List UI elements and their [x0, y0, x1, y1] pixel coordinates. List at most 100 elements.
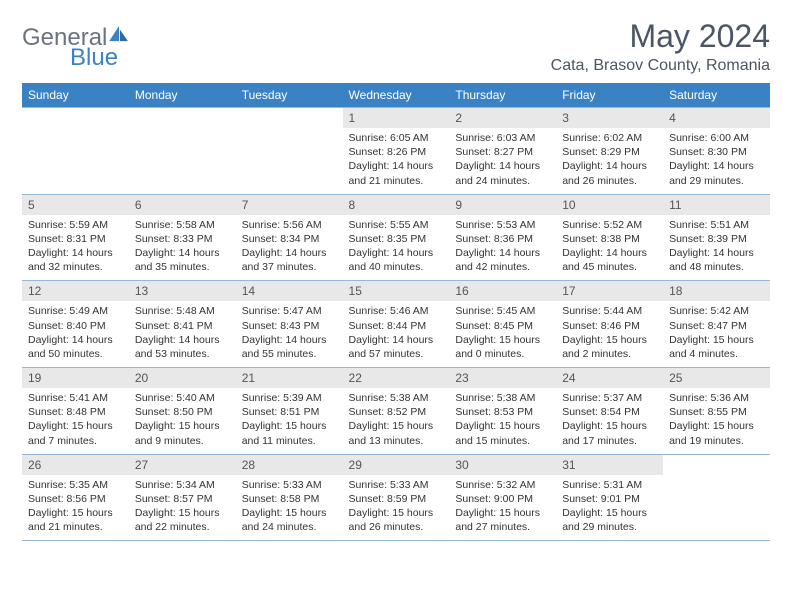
- calendar-cell: 11Sunrise: 5:51 AMSunset: 8:39 PMDayligh…: [663, 194, 770, 281]
- day-number: 30: [449, 455, 556, 475]
- day-info: Sunrise: 5:38 AMSunset: 8:53 PMDaylight:…: [449, 388, 556, 454]
- day-info: Sunrise: 5:41 AMSunset: 8:48 PMDaylight:…: [22, 388, 129, 454]
- calendar-cell: 6Sunrise: 5:58 AMSunset: 8:33 PMDaylight…: [129, 194, 236, 281]
- calendar-cell: 17Sunrise: 5:44 AMSunset: 8:46 PMDayligh…: [556, 281, 663, 368]
- calendar-cell: 19Sunrise: 5:41 AMSunset: 8:48 PMDayligh…: [22, 368, 129, 455]
- day-number: 13: [129, 281, 236, 301]
- calendar-row: 19Sunrise: 5:41 AMSunset: 8:48 PMDayligh…: [22, 368, 770, 455]
- calendar-table: SundayMondayTuesdayWednesdayThursdayFrid…: [22, 83, 770, 541]
- empty-cell: [236, 108, 343, 180]
- day-info: Sunrise: 5:46 AMSunset: 8:44 PMDaylight:…: [343, 301, 450, 367]
- month-title: May 2024: [551, 18, 770, 55]
- day-number: 28: [236, 455, 343, 475]
- calendar-cell: 14Sunrise: 5:47 AMSunset: 8:43 PMDayligh…: [236, 281, 343, 368]
- day-number: 22: [343, 368, 450, 388]
- day-info: Sunrise: 5:42 AMSunset: 8:47 PMDaylight:…: [663, 301, 770, 367]
- calendar-row: 12Sunrise: 5:49 AMSunset: 8:40 PMDayligh…: [22, 281, 770, 368]
- calendar-cell: 31Sunrise: 5:31 AMSunset: 9:01 PMDayligh…: [556, 454, 663, 541]
- day-number: 29: [343, 455, 450, 475]
- calendar-cell: 8Sunrise: 5:55 AMSunset: 8:35 PMDaylight…: [343, 194, 450, 281]
- day-number: 16: [449, 281, 556, 301]
- weekday-header-row: SundayMondayTuesdayWednesdayThursdayFrid…: [22, 83, 770, 108]
- day-number: 23: [449, 368, 556, 388]
- title-block: May 2024 Cata, Brasov County, Romania: [551, 18, 770, 75]
- calendar-cell: 7Sunrise: 5:56 AMSunset: 8:34 PMDaylight…: [236, 194, 343, 281]
- calendar-cell: 23Sunrise: 5:38 AMSunset: 8:53 PMDayligh…: [449, 368, 556, 455]
- logo: GeneralBlue: [22, 24, 129, 72]
- day-number: 8: [343, 195, 450, 215]
- day-info: Sunrise: 5:33 AMSunset: 8:59 PMDaylight:…: [343, 475, 450, 541]
- calendar-cell: 16Sunrise: 5:45 AMSunset: 8:45 PMDayligh…: [449, 281, 556, 368]
- empty-cell: [663, 455, 770, 527]
- calendar-cell: 12Sunrise: 5:49 AMSunset: 8:40 PMDayligh…: [22, 281, 129, 368]
- calendar-cell: 29Sunrise: 5:33 AMSunset: 8:59 PMDayligh…: [343, 454, 450, 541]
- day-number: 18: [663, 281, 770, 301]
- calendar-cell: 24Sunrise: 5:37 AMSunset: 8:54 PMDayligh…: [556, 368, 663, 455]
- day-number: 17: [556, 281, 663, 301]
- day-number: 15: [343, 281, 450, 301]
- day-info: Sunrise: 5:35 AMSunset: 8:56 PMDaylight:…: [22, 475, 129, 541]
- day-number: 1: [343, 108, 450, 128]
- calendar-cell: [236, 108, 343, 195]
- day-number: 11: [663, 195, 770, 215]
- day-info: Sunrise: 5:47 AMSunset: 8:43 PMDaylight:…: [236, 301, 343, 367]
- day-info: Sunrise: 5:58 AMSunset: 8:33 PMDaylight:…: [129, 215, 236, 281]
- day-info: Sunrise: 5:36 AMSunset: 8:55 PMDaylight:…: [663, 388, 770, 454]
- day-info: Sunrise: 5:49 AMSunset: 8:40 PMDaylight:…: [22, 301, 129, 367]
- day-number: 24: [556, 368, 663, 388]
- logo-text-2: Blue: [70, 44, 129, 72]
- day-number: 27: [129, 455, 236, 475]
- weekday-header: Monday: [129, 83, 236, 108]
- day-info: Sunrise: 5:37 AMSunset: 8:54 PMDaylight:…: [556, 388, 663, 454]
- empty-cell: [22, 108, 129, 180]
- calendar-cell: [129, 108, 236, 195]
- day-number: 2: [449, 108, 556, 128]
- calendar-row: 5Sunrise: 5:59 AMSunset: 8:31 PMDaylight…: [22, 194, 770, 281]
- day-number: 14: [236, 281, 343, 301]
- calendar-cell: 28Sunrise: 5:33 AMSunset: 8:58 PMDayligh…: [236, 454, 343, 541]
- weekday-header: Thursday: [449, 83, 556, 108]
- day-number: 12: [22, 281, 129, 301]
- calendar-cell: 5Sunrise: 5:59 AMSunset: 8:31 PMDaylight…: [22, 194, 129, 281]
- weekday-header: Tuesday: [236, 83, 343, 108]
- day-info: Sunrise: 5:32 AMSunset: 9:00 PMDaylight:…: [449, 475, 556, 541]
- weekday-header: Wednesday: [343, 83, 450, 108]
- day-info: Sunrise: 6:00 AMSunset: 8:30 PMDaylight:…: [663, 128, 770, 194]
- calendar-cell: 1Sunrise: 6:05 AMSunset: 8:26 PMDaylight…: [343, 108, 450, 195]
- day-info: Sunrise: 5:45 AMSunset: 8:45 PMDaylight:…: [449, 301, 556, 367]
- day-info: Sunrise: 5:44 AMSunset: 8:46 PMDaylight:…: [556, 301, 663, 367]
- calendar-cell: 10Sunrise: 5:52 AMSunset: 8:38 PMDayligh…: [556, 194, 663, 281]
- day-number: 20: [129, 368, 236, 388]
- day-info: Sunrise: 5:51 AMSunset: 8:39 PMDaylight:…: [663, 215, 770, 281]
- day-info: Sunrise: 5:55 AMSunset: 8:35 PMDaylight:…: [343, 215, 450, 281]
- calendar-cell: 18Sunrise: 5:42 AMSunset: 8:47 PMDayligh…: [663, 281, 770, 368]
- day-info: Sunrise: 5:52 AMSunset: 8:38 PMDaylight:…: [556, 215, 663, 281]
- calendar-row: 26Sunrise: 5:35 AMSunset: 8:56 PMDayligh…: [22, 454, 770, 541]
- day-info: Sunrise: 6:02 AMSunset: 8:29 PMDaylight:…: [556, 128, 663, 194]
- calendar-cell: 20Sunrise: 5:40 AMSunset: 8:50 PMDayligh…: [129, 368, 236, 455]
- calendar-cell: 13Sunrise: 5:48 AMSunset: 8:41 PMDayligh…: [129, 281, 236, 368]
- calendar-cell: 22Sunrise: 5:38 AMSunset: 8:52 PMDayligh…: [343, 368, 450, 455]
- day-info: Sunrise: 5:39 AMSunset: 8:51 PMDaylight:…: [236, 388, 343, 454]
- calendar-cell: 4Sunrise: 6:00 AMSunset: 8:30 PMDaylight…: [663, 108, 770, 195]
- day-info: Sunrise: 5:40 AMSunset: 8:50 PMDaylight:…: [129, 388, 236, 454]
- calendar-body: 1Sunrise: 6:05 AMSunset: 8:26 PMDaylight…: [22, 108, 770, 541]
- day-number: 25: [663, 368, 770, 388]
- calendar-cell: [663, 454, 770, 541]
- day-info: Sunrise: 6:05 AMSunset: 8:26 PMDaylight:…: [343, 128, 450, 194]
- day-number: 7: [236, 195, 343, 215]
- weekday-header: Saturday: [663, 83, 770, 108]
- day-info: Sunrise: 5:33 AMSunset: 8:58 PMDaylight:…: [236, 475, 343, 541]
- day-number: 5: [22, 195, 129, 215]
- calendar-cell: 15Sunrise: 5:46 AMSunset: 8:44 PMDayligh…: [343, 281, 450, 368]
- location: Cata, Brasov County, Romania: [551, 57, 770, 75]
- day-info: Sunrise: 5:56 AMSunset: 8:34 PMDaylight:…: [236, 215, 343, 281]
- calendar-cell: 25Sunrise: 5:36 AMSunset: 8:55 PMDayligh…: [663, 368, 770, 455]
- day-number: 9: [449, 195, 556, 215]
- day-info: Sunrise: 5:59 AMSunset: 8:31 PMDaylight:…: [22, 215, 129, 281]
- day-number: 21: [236, 368, 343, 388]
- day-number: 6: [129, 195, 236, 215]
- day-number: 31: [556, 455, 663, 475]
- calendar-cell: 9Sunrise: 5:53 AMSunset: 8:36 PMDaylight…: [449, 194, 556, 281]
- weekday-header: Friday: [556, 83, 663, 108]
